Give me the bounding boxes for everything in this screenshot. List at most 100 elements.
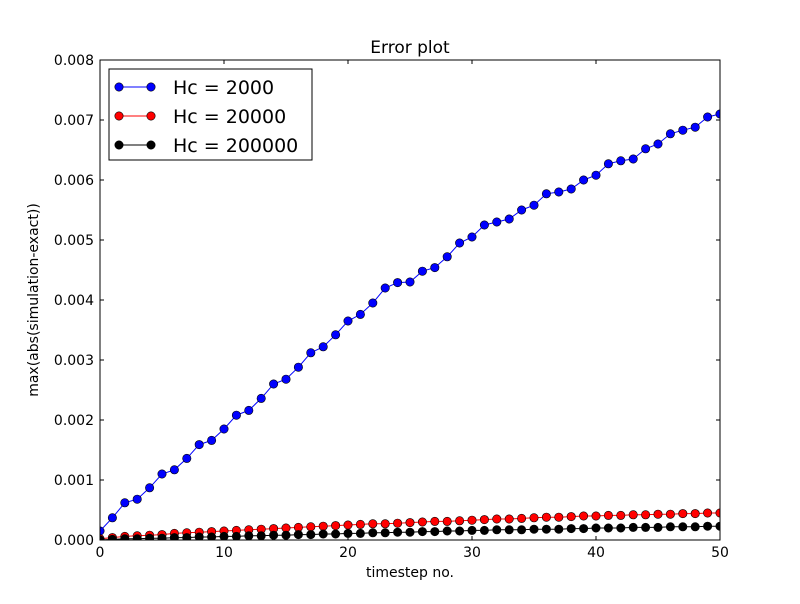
series-3-point	[157, 533, 167, 540]
series-3-point	[653, 522, 663, 532]
series-2-point	[665, 509, 675, 519]
series-1-point	[566, 184, 576, 194]
x-tick-label: 30	[463, 545, 481, 561]
series-2-point	[591, 511, 601, 521]
series-3-point	[455, 526, 465, 536]
x-tick-label: 10	[215, 545, 233, 561]
series-3-point	[244, 531, 254, 540]
series-1-point	[417, 266, 427, 276]
series-2-point	[641, 510, 651, 520]
series-1-point	[665, 129, 675, 139]
legend-label-1: Hc = 2000	[173, 77, 274, 99]
plot-area: 0 10 20 30 40 50 0.000 0.001 0.002 0.003 0.004 0.00…	[54, 53, 729, 561]
series-3-point	[293, 530, 303, 540]
series-3-point	[169, 533, 179, 540]
series-3-point	[579, 524, 589, 534]
series-2-point	[703, 508, 713, 518]
series-1-point	[120, 498, 130, 508]
series-2-point	[492, 514, 502, 524]
series-3-point	[207, 532, 217, 540]
series-1-point	[281, 374, 291, 384]
series-3-point	[182, 533, 192, 540]
series-2-point	[417, 517, 427, 527]
series-1-point	[132, 494, 142, 504]
series-2-point	[603, 510, 613, 520]
series-1-point	[616, 156, 626, 166]
series-1-point	[455, 238, 465, 248]
series-1-point	[504, 214, 514, 224]
series-1-point	[628, 154, 638, 164]
y-tick-label: 0.001	[54, 473, 94, 489]
legend: Hc = 2000 Hc = 20000 Hc = 200000	[108, 68, 313, 161]
series-2-point	[368, 519, 378, 529]
series-3-point	[591, 523, 601, 533]
series-2-point	[678, 509, 688, 519]
series-3-point	[603, 523, 613, 533]
legend-marker-1	[146, 82, 156, 92]
series-1-point	[479, 220, 489, 230]
series-3-point	[529, 524, 539, 534]
series-3-point	[380, 528, 390, 538]
series-3-point	[393, 527, 403, 537]
series-1-point	[231, 410, 241, 420]
series-1-point	[380, 283, 390, 293]
series-1-point	[393, 278, 403, 288]
series-2-point	[628, 510, 638, 520]
y-tick-label: 0.005	[54, 233, 94, 249]
series-3-point	[442, 526, 452, 536]
series-3-point	[194, 532, 204, 540]
x-tick-label: 0	[96, 545, 105, 561]
series-3-point	[331, 529, 341, 539]
series-1-point	[430, 263, 440, 273]
series-2-point	[306, 522, 316, 532]
series-3-point	[541, 524, 551, 534]
series-2-point	[690, 509, 700, 519]
series-3-point	[355, 528, 365, 538]
chart-title: Error plot	[370, 38, 450, 58]
series-1-point	[405, 277, 415, 287]
series-3-point	[641, 522, 651, 532]
y-tick-label: 0.000	[54, 533, 94, 549]
series-3-point	[616, 523, 626, 533]
y-tick-label: 0.006	[54, 173, 94, 189]
series-3-point	[703, 521, 713, 531]
y-tick-label: 0.007	[54, 113, 94, 129]
series-3-point	[368, 528, 378, 538]
series-1-point	[442, 252, 452, 262]
series-1-point	[653, 139, 663, 149]
legend-label-2: Hc = 20000	[173, 106, 286, 128]
series-1-point	[269, 379, 279, 389]
series-1-point	[517, 205, 527, 215]
series-1-point	[219, 424, 229, 434]
legend-marker-3	[114, 140, 124, 150]
series-1-point	[194, 440, 204, 450]
series-3-point	[504, 525, 514, 535]
legend-marker-2	[146, 111, 156, 121]
series-3-point	[269, 530, 279, 540]
series-1-point	[529, 200, 539, 210]
y-tick-label: 0.008	[54, 53, 94, 69]
series-3-point	[281, 530, 291, 540]
series-2-point	[380, 519, 390, 529]
series-1-point	[554, 187, 564, 197]
series-1-point	[318, 342, 328, 352]
series-1-point	[169, 465, 179, 475]
series-3-point	[306, 530, 316, 540]
x-tick-label: 20	[339, 545, 357, 561]
series-3-point	[479, 525, 489, 535]
y-axis-label: max(abs(simulation-exact))	[26, 203, 42, 397]
series-1-point	[541, 189, 551, 199]
series-2-point	[529, 513, 539, 523]
series-3-point	[405, 527, 415, 537]
series-1-point	[678, 125, 688, 135]
series-2-point	[517, 513, 527, 523]
series-1-point	[107, 513, 117, 523]
series-2-point	[331, 521, 341, 531]
series-1-point	[244, 405, 254, 415]
series-1-point	[467, 232, 477, 242]
series-2-point	[430, 516, 440, 526]
series-1-point	[331, 330, 341, 340]
series-3-point	[231, 531, 241, 540]
